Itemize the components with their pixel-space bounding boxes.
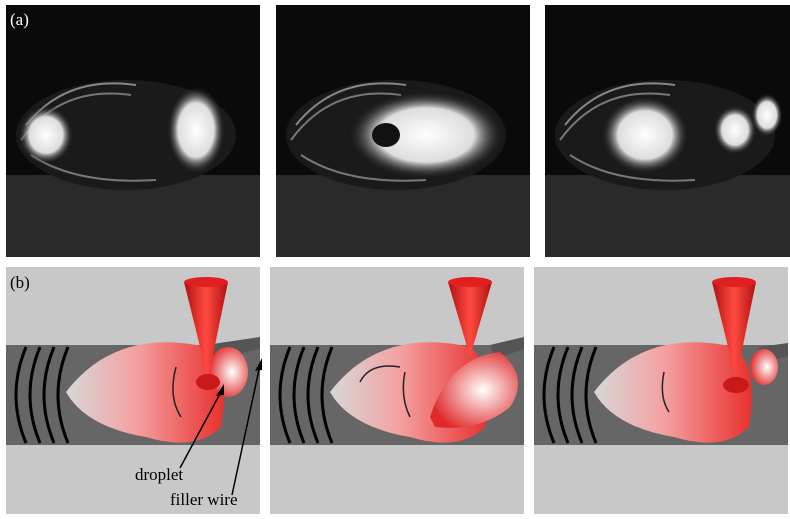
label-a: (a) (10, 10, 29, 29)
annotation-droplet: droplet (135, 465, 183, 484)
scheme-3 (534, 267, 788, 514)
scheme-2 (270, 267, 524, 514)
page: (a) (b) droplet filler wire (0, 0, 790, 514)
figure: (a) (b) droplet filler wire (0, 0, 790, 514)
annotation-filler-wire: filler wire (170, 490, 238, 509)
photo-2 (276, 5, 530, 257)
label-b: (b) (10, 273, 30, 292)
photo-1 (6, 5, 260, 257)
photo-3 (545, 5, 790, 257)
